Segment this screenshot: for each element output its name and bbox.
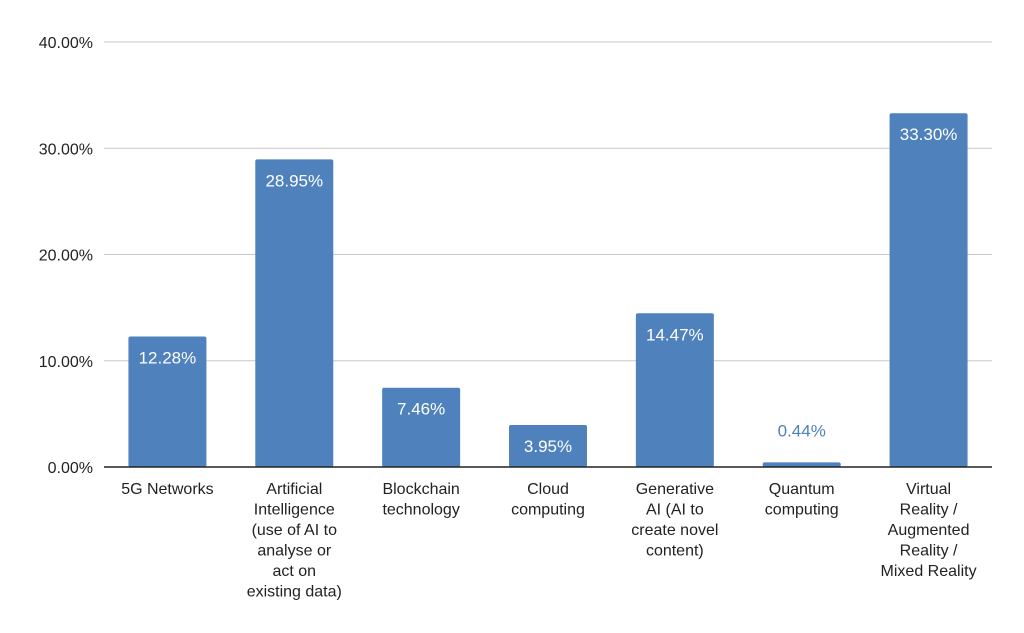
bar <box>382 387 461 467</box>
category-label: Generative AI (AI to create novel content) <box>631 481 718 560</box>
bars <box>128 113 968 467</box>
bar <box>255 159 334 467</box>
category-label: 5G Networks <box>121 481 213 498</box>
y-tick-label: 0.00% <box>48 460 93 477</box>
data-label: 3.95% <box>524 437 572 456</box>
category-label: Cloud computing <box>511 481 585 519</box>
bar <box>762 462 841 467</box>
category-label: Quantum computing <box>765 481 839 519</box>
x-axis-category-labels: 5G Networks Artificial Intelligence (use of… <box>121 481 976 601</box>
y-tick-label: 40.00% <box>39 35 93 52</box>
y-axis-tick-labels: 0.00% 10.00% 20.00% 30.00% 40.00% <box>39 35 93 477</box>
category-label: Artificial Intelligence (use of AI to analy… <box>247 481 342 601</box>
data-label: 28.95% <box>265 171 323 190</box>
data-label: 33.30% <box>900 125 958 144</box>
bar <box>635 313 714 467</box>
bar <box>128 336 207 467</box>
y-tick-label: 30.00% <box>39 141 93 158</box>
gridlines <box>104 41 992 362</box>
y-tick-label: 20.00% <box>39 248 93 265</box>
data-label: 7.46% <box>397 400 445 419</box>
data-label: 12.28% <box>139 349 197 368</box>
data-labels: 12.28% 28.95% 7.46% 3.95% 14.47% 0.44% 33.30% <box>139 125 958 456</box>
bar <box>889 113 968 467</box>
data-label: 0.44% <box>778 421 826 440</box>
bar <box>509 425 587 467</box>
y-tick-label: 10.00% <box>39 354 93 371</box>
data-label: 14.47% <box>646 325 704 344</box>
category-label: Virtual Reality / Augmented Reality / Mixed … <box>881 481 977 580</box>
category-label: Blockchain technology <box>382 481 459 519</box>
